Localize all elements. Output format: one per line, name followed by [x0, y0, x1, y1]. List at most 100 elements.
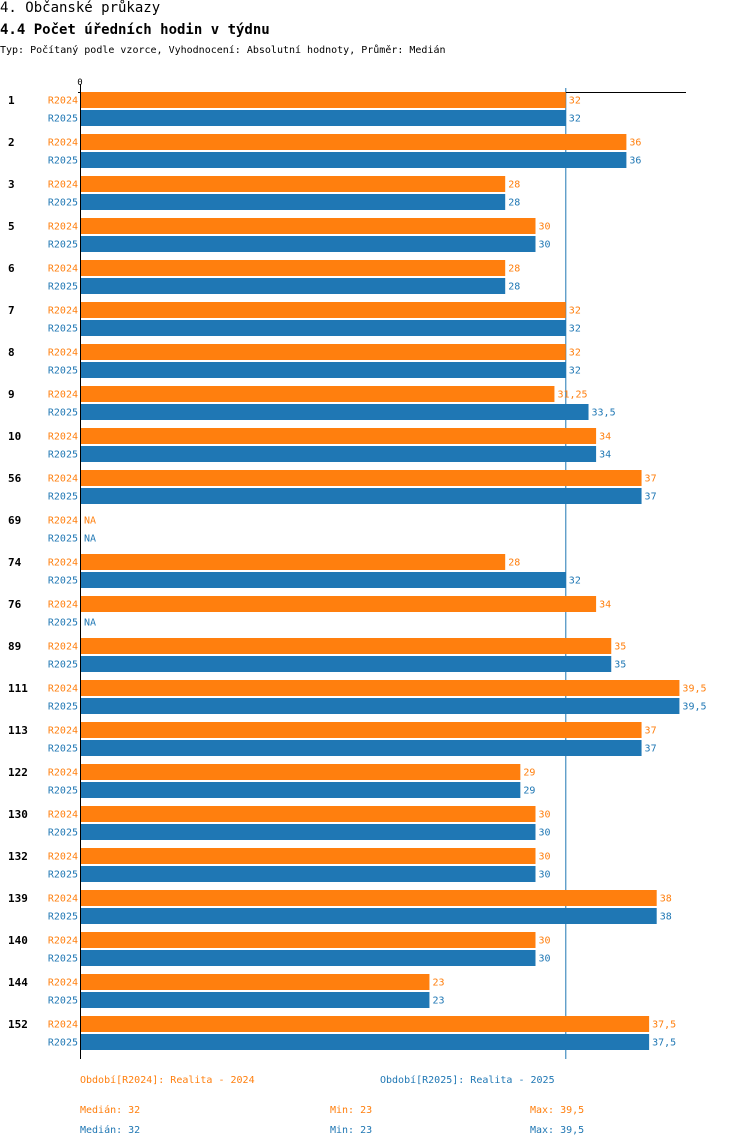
bar-r2025: [81, 992, 430, 1008]
category-label: 74: [8, 556, 22, 569]
series-label-r2025: R2025: [48, 156, 78, 167]
bar-r2025: [81, 362, 566, 378]
data-label-r2024: 34: [599, 600, 611, 611]
data-label-r2025: 33,5: [592, 408, 616, 419]
category-label: 7: [8, 304, 15, 317]
series-label-r2024: R2024: [48, 390, 78, 401]
series-label-r2024: R2024: [48, 306, 78, 317]
series-label-r2025: R2025: [48, 786, 78, 797]
section-title: 4. Občanské průkazy: [0, 0, 161, 16]
series-label-r2025: R2025: [48, 240, 78, 251]
bar-r2025: [81, 236, 536, 252]
bar-r2024: [81, 806, 536, 822]
data-label-r2024: 32: [569, 348, 581, 359]
series-label-r2025: R2025: [48, 324, 78, 335]
series-label-r2024: R2024: [48, 558, 78, 569]
series-label-r2025: R2025: [48, 198, 78, 209]
bar-r2025: [81, 152, 627, 168]
bar-r2024: [81, 596, 597, 612]
series-label-r2025: R2025: [48, 660, 78, 671]
series-label-r2024: R2024: [48, 474, 78, 485]
bar-r2024: [81, 680, 680, 696]
series-label-r2024: R2024: [48, 600, 78, 611]
data-label-r2025: 30: [539, 954, 551, 965]
data-label-r2024: 28: [508, 264, 520, 275]
series-label-r2025: R2025: [48, 1038, 78, 1049]
data-label-r2025: NA: [84, 618, 96, 629]
data-label-r2024: 32: [569, 96, 581, 107]
category-label: 76: [8, 598, 22, 611]
data-label-r2024: NA: [84, 516, 96, 527]
series-label-r2025: R2025: [48, 618, 78, 629]
data-label-r2025: 35: [614, 660, 626, 671]
data-label-r2024: 32: [569, 306, 581, 317]
bar-r2024: [81, 890, 657, 906]
data-label-r2024: 30: [539, 852, 551, 863]
data-label-r2025: 23: [432, 996, 444, 1007]
series-label-r2024: R2024: [48, 96, 78, 107]
bar-chart: 0 1 R2024 32 R2025 32 2 R2024 36 R2025 36 3 R2024 28 R…: [8, 78, 707, 1059]
bar-r2024: [81, 260, 506, 276]
data-label-r2024: 30: [539, 810, 551, 821]
data-label-r2024: 37,5: [652, 1020, 676, 1031]
bar-r2025: [81, 488, 642, 504]
x-tick-label: 0: [77, 78, 82, 88]
series-label-r2024: R2024: [48, 642, 78, 653]
bar-r2024: [81, 176, 506, 192]
bar-r2024: [81, 92, 566, 108]
stat-median-r2025: Medián: 32: [80, 1125, 141, 1136]
data-label-r2025: 36: [629, 156, 641, 167]
category-label: 140: [8, 934, 28, 947]
data-label-r2025: NA: [84, 534, 96, 545]
data-label-r2024: 30: [539, 936, 551, 947]
bar-r2024: [81, 302, 566, 318]
bar-r2024: [81, 1016, 650, 1032]
stat-min-r2024: Min: 23: [330, 1105, 373, 1116]
series-label-r2024: R2024: [48, 264, 78, 275]
data-label-r2025: 30: [539, 870, 551, 881]
data-label-r2025: 38: [660, 912, 672, 923]
series-label-r2024: R2024: [48, 348, 78, 359]
data-label-r2025: 37: [645, 744, 657, 755]
series-label-r2024: R2024: [48, 180, 78, 191]
data-label-r2024: 29: [523, 768, 535, 779]
bar-r2025: [81, 110, 566, 126]
data-label-r2025: 29: [523, 786, 535, 797]
series-label-r2024: R2024: [48, 852, 78, 863]
category-label: 69: [8, 514, 21, 527]
stat-max-r2025: Max: 39,5: [530, 1125, 585, 1136]
category-label: 1: [8, 94, 15, 107]
series-label-r2024: R2024: [48, 978, 78, 989]
bar-r2025: [81, 866, 536, 882]
series-label-r2025: R2025: [48, 114, 78, 125]
data-label-r2025: 32: [569, 576, 581, 587]
series-label-r2024: R2024: [48, 936, 78, 947]
bar-r2024: [81, 764, 521, 780]
series-label-r2024: R2024: [48, 1020, 78, 1031]
series-label-r2024: R2024: [48, 222, 78, 233]
legend-r2025: Období[R2025]: Realita - 2025: [380, 1075, 555, 1086]
bar-r2024: [81, 722, 642, 738]
series-label-r2025: R2025: [48, 828, 78, 839]
data-label-r2025: 39,5: [682, 702, 706, 713]
chart-subtitle: Typ: Počítaný podle vzorce, Vyhodnocení:…: [0, 45, 446, 56]
series-label-r2025: R2025: [48, 744, 78, 755]
bar-r2025: [81, 320, 566, 336]
bar-r2025: [81, 740, 642, 756]
category-label: 111: [8, 682, 28, 695]
data-label-r2024: 37: [645, 474, 657, 485]
data-label-r2024: 23: [432, 978, 444, 989]
category-label: 122: [8, 766, 28, 779]
bar-r2024: [81, 470, 642, 486]
stat-min-r2025: Min: 23: [330, 1125, 373, 1136]
bar-r2025: [81, 194, 506, 210]
data-label-r2024: 28: [508, 180, 520, 191]
bar-r2024: [81, 932, 536, 948]
data-label-r2025: 32: [569, 366, 581, 377]
series-label-r2025: R2025: [48, 954, 78, 965]
bar-r2024: [81, 134, 627, 150]
category-label: 89: [8, 640, 21, 653]
category-label: 10: [8, 430, 21, 443]
series-label-r2025: R2025: [48, 282, 78, 293]
series-label-r2025: R2025: [48, 408, 78, 419]
